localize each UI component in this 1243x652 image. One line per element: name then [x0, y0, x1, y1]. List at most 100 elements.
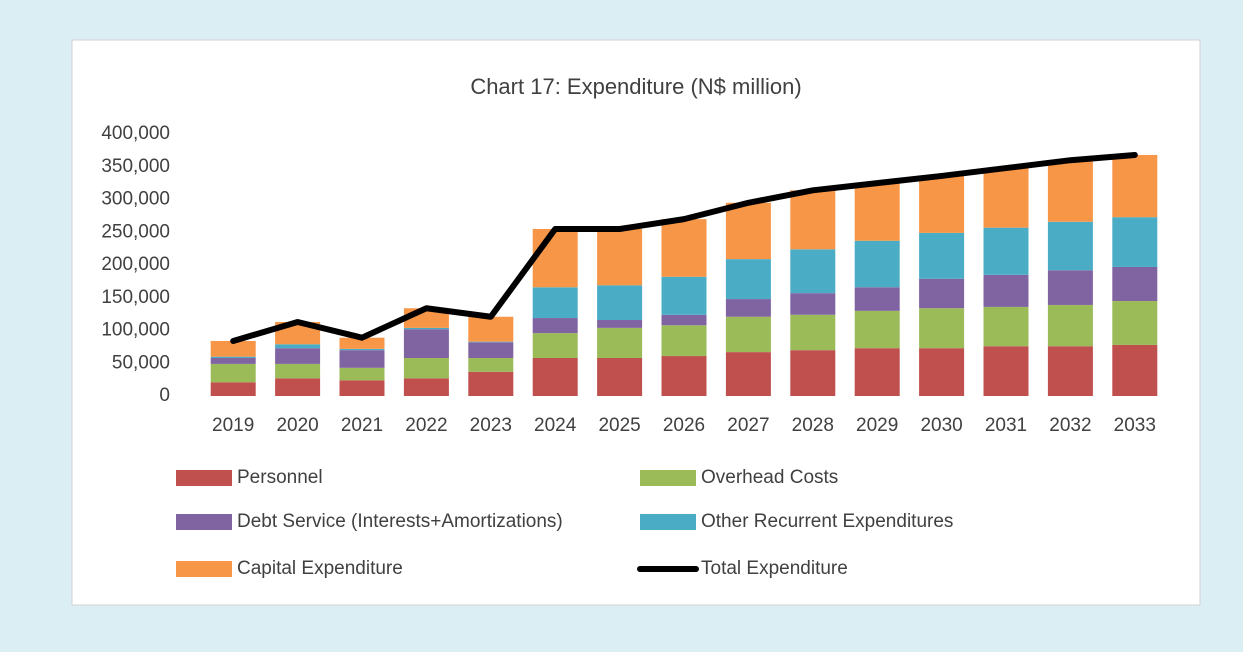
bar	[983, 346, 1029, 396]
bar	[854, 348, 900, 396]
bar	[210, 340, 256, 357]
bar	[983, 227, 1029, 275]
bar	[919, 308, 965, 349]
bar	[725, 299, 771, 317]
bar	[339, 337, 385, 349]
bar	[597, 358, 643, 396]
bar	[275, 344, 321, 349]
bar	[210, 382, 256, 396]
x-tick-label: 2020	[276, 415, 318, 436]
bar	[532, 333, 578, 359]
x-tick-label: 2024	[534, 415, 577, 436]
legend-swatch	[640, 514, 696, 530]
bar	[597, 228, 643, 286]
legend-swatch	[176, 470, 232, 486]
bar	[790, 249, 836, 294]
bar	[468, 358, 514, 372]
bar	[210, 358, 256, 364]
legend-swatch	[176, 561, 232, 577]
bar	[725, 352, 771, 396]
bar	[983, 274, 1029, 307]
y-tick-label: 0	[159, 385, 170, 406]
bar	[403, 378, 449, 396]
x-tick-label: 2026	[663, 415, 705, 436]
x-tick-label: 2025	[598, 415, 640, 436]
bar	[468, 371, 514, 396]
bar	[403, 358, 449, 379]
legend-label: Other Recurrent Expenditures	[701, 511, 953, 532]
y-tick-label: 200,000	[101, 254, 170, 275]
bar	[661, 314, 707, 326]
bar	[1112, 301, 1158, 345]
legend-swatch	[176, 514, 232, 530]
bar	[403, 327, 449, 330]
bar	[532, 358, 578, 396]
bar	[532, 228, 578, 288]
x-tick-label: 2029	[856, 415, 898, 436]
bar	[597, 320, 643, 328]
bar	[725, 202, 771, 260]
x-tick-label: 2031	[985, 415, 1027, 436]
y-tick-label: 150,000	[101, 287, 170, 308]
x-tick-label: 2032	[1049, 415, 1091, 436]
bar	[403, 329, 449, 359]
bar	[532, 318, 578, 334]
bar	[790, 350, 836, 396]
bar	[983, 306, 1029, 347]
bar	[339, 350, 385, 368]
bar	[1047, 346, 1093, 396]
x-tick-label: 2022	[405, 415, 447, 436]
bar	[854, 240, 900, 288]
bar	[661, 219, 707, 277]
bar	[1112, 344, 1158, 396]
bar	[919, 348, 965, 396]
bar	[1112, 266, 1158, 302]
bar	[468, 341, 514, 343]
x-tick-label: 2030	[920, 415, 962, 436]
bar	[532, 287, 578, 319]
bar	[339, 348, 385, 351]
bar	[1047, 221, 1093, 271]
bar	[468, 342, 514, 359]
bar	[854, 183, 900, 241]
bar	[790, 190, 836, 250]
legend-label: Debt Service (Interests+Amortizations)	[237, 511, 563, 532]
y-tick-label: 100,000	[101, 320, 170, 341]
x-tick-label: 2019	[212, 415, 254, 436]
x-tick-label: 2027	[727, 415, 769, 436]
bar	[1112, 217, 1158, 267]
bar	[983, 168, 1029, 228]
bar	[275, 348, 321, 364]
bar	[661, 276, 707, 315]
bar	[790, 293, 836, 315]
bar	[275, 378, 321, 396]
legend-label: Personnel	[237, 467, 323, 488]
bar	[661, 356, 707, 396]
bar	[919, 232, 965, 279]
bar	[725, 259, 771, 300]
bar	[597, 327, 643, 359]
bar	[597, 285, 643, 321]
x-tick-label: 2028	[792, 415, 834, 436]
y-tick-label: 50,000	[112, 352, 170, 373]
bar	[1112, 154, 1158, 218]
x-tick-label: 2033	[1114, 415, 1156, 436]
bar	[919, 278, 965, 309]
total-line	[230, 151, 1138, 344]
bar	[210, 356, 256, 359]
bar	[339, 380, 385, 396]
y-tick-label: 300,000	[101, 189, 170, 210]
bar	[275, 363, 321, 379]
x-tick-label: 2021	[341, 415, 383, 436]
bar	[468, 316, 514, 342]
bar	[339, 367, 385, 381]
y-tick-label: 250,000	[101, 221, 170, 242]
bar	[919, 175, 965, 233]
legend-swatch	[640, 470, 696, 486]
bar	[854, 287, 900, 311]
legend-label: Total Expenditure	[701, 558, 848, 579]
x-tick-label: 2023	[470, 415, 512, 436]
y-tick-label: 350,000	[101, 156, 170, 177]
